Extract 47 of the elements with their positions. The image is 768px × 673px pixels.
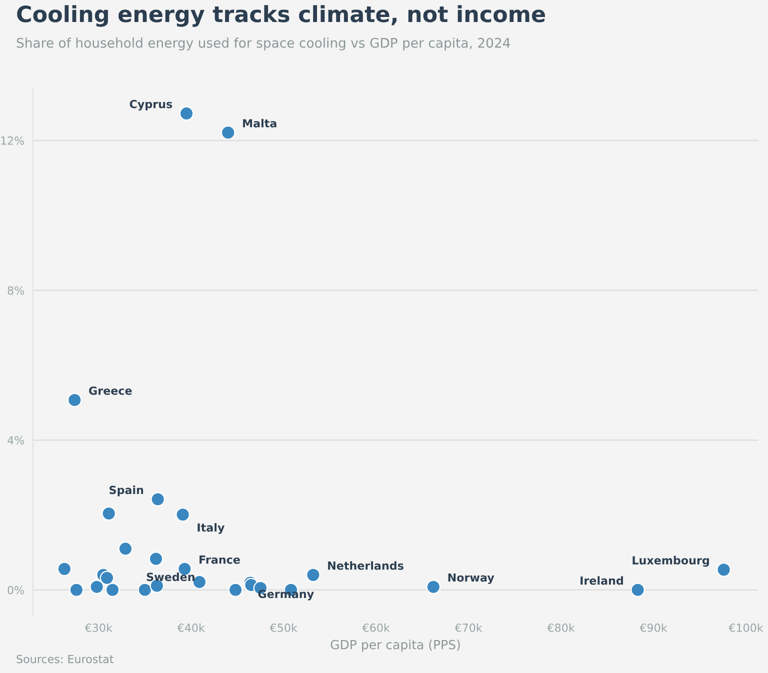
annotation: Germany (258, 590, 314, 600)
x-tick-label: €90k (640, 623, 668, 632)
annotation: Ireland (580, 576, 623, 585)
annotation: Netherlands (328, 561, 404, 570)
x-tick-label: €60k (362, 623, 390, 632)
x-tick-label: €40k (177, 623, 205, 632)
annotation: Greece (89, 386, 132, 395)
point (150, 492, 165, 506)
x-tick-label: €100k (728, 623, 764, 632)
point (148, 552, 164, 566)
point (67, 392, 82, 408)
annotation: Spain (110, 486, 144, 496)
x-tick-label: €80k (547, 623, 575, 632)
x-tick-label: €30k (84, 623, 112, 632)
x-tick-label: €70k (454, 623, 482, 632)
y-tick-label: 0% (8, 586, 24, 594)
annotation: Sweden (146, 572, 194, 582)
point (100, 570, 114, 586)
point (179, 106, 194, 121)
annotation: Norway (448, 573, 494, 584)
point (426, 580, 441, 594)
point (306, 568, 320, 582)
annotation: Luxembourg (632, 556, 709, 567)
point (105, 582, 120, 598)
annotation: France (200, 556, 240, 564)
annotation: Italy (198, 523, 224, 534)
y-tick-label: 8% (8, 286, 24, 295)
point (118, 542, 133, 556)
y-tick-label: 12% (1, 136, 24, 145)
point (716, 562, 731, 577)
point (102, 506, 116, 521)
chart-subtitle: Share of household energy used for space cooling vs GDP per capita, 2024 (16, 38, 510, 50)
point (220, 125, 236, 140)
point (630, 582, 645, 598)
point (228, 582, 243, 598)
annotation: Malta (243, 118, 276, 128)
point (90, 580, 104, 594)
point (138, 582, 152, 598)
y-tick-label: 4% (8, 436, 24, 444)
x-tick-label: €50k (270, 623, 298, 632)
point (57, 562, 72, 576)
annotation: Cyprus (130, 100, 172, 111)
point (69, 582, 84, 598)
x-axis-title: GDP per capita (PPS) (330, 640, 460, 652)
source-note: Sources: Eurostat (16, 654, 114, 664)
point (176, 507, 190, 522)
chart-title: Cooling energy tracks climate, not income (17, 5, 545, 27)
